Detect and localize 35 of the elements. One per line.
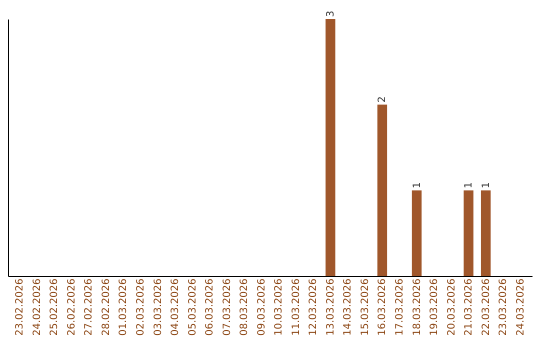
data-label: 1 (480, 182, 492, 188)
x-tick-label: 24.02.2026 (32, 278, 43, 336)
x-tick-label: 11.03.2026 (290, 278, 302, 336)
x-tick-label: 03.03.2026 (152, 278, 164, 336)
x-tick-label: 12.03.2026 (308, 278, 320, 336)
x-tick-label: 28.02.2026 (100, 278, 112, 336)
x-tick-label: 23.02.2026 (14, 278, 26, 336)
x-tick-label: 16.03.2026 (377, 278, 388, 336)
data-label: 1 (412, 182, 423, 188)
x-tick-label: 13.03.2026 (325, 278, 336, 336)
x-tick-label: 09.03.2026 (256, 278, 268, 336)
x-tick-label: 23.03.2026 (498, 278, 510, 336)
x-tick-label: 07.03.2026 (222, 278, 233, 336)
x-tick-label: 18.03.2026 (412, 278, 423, 336)
x-tick-label: 01.03.2026 (118, 278, 130, 336)
x-tick-label: 27.02.2026 (84, 278, 95, 336)
x-tick-label: 08.03.2026 (239, 278, 250, 336)
x-tick-label: 24.03.2026 (515, 278, 526, 336)
x-tick-label: 15.03.2026 (360, 278, 371, 336)
x-tick-label: 19.03.2026 (429, 278, 440, 336)
x-tick-label: 05.03.2026 (187, 278, 198, 336)
x-tick-label: 14.03.2026 (342, 278, 354, 336)
x-tick-label: 02.03.2026 (136, 278, 147, 336)
x-tick-label: 17.03.2026 (394, 278, 406, 336)
x-tick-label: 25.02.2026 (49, 278, 60, 336)
x-tick-label: 26.02.2026 (66, 278, 78, 336)
x-tick-label: 22.03.2026 (480, 278, 492, 336)
x-tick-label: 10.03.2026 (274, 278, 285, 336)
data-label: 2 (377, 96, 388, 103)
data-label: 1 (464, 182, 475, 188)
x-tick-label: 06.03.2026 (204, 278, 216, 336)
data-label: 3 (325, 10, 336, 17)
x-tick-label: 21.03.2026 (464, 278, 475, 336)
x-tick-label: 20.03.2026 (446, 278, 458, 336)
x-tick-label: 04.03.2026 (170, 278, 182, 336)
